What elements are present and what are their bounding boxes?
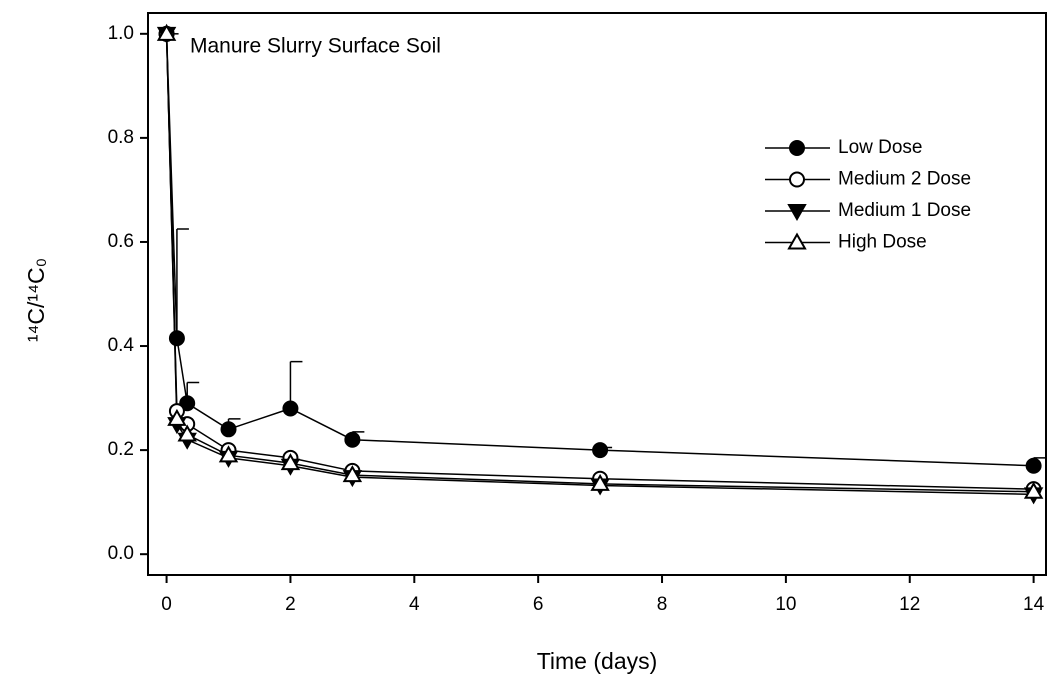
x-tick-label: 2 xyxy=(285,594,296,615)
data-point xyxy=(179,395,196,412)
data-point xyxy=(220,421,237,438)
error-bar xyxy=(176,228,189,339)
legend-label: Medium 2 Dose xyxy=(838,169,971,190)
annotation: Manure Slurry Surface Soil xyxy=(190,35,441,58)
y-tick-label: 0.4 xyxy=(108,335,135,356)
x-axis-label: Time (days) xyxy=(537,648,658,674)
data-point xyxy=(282,400,299,417)
data-point xyxy=(1023,481,1044,499)
data-point xyxy=(344,431,361,448)
legend-label: Low Dose xyxy=(838,137,923,158)
y-tick-label: 1.0 xyxy=(108,23,134,44)
legend-label: Medium 1 Dose xyxy=(838,200,971,221)
data-point xyxy=(167,408,187,426)
x-tick-label: 4 xyxy=(409,594,420,615)
series-line xyxy=(165,33,1034,467)
x-tick-label: 14 xyxy=(1023,594,1045,615)
legend-marker xyxy=(787,204,807,222)
data-point xyxy=(168,330,185,347)
x-tick-label: 8 xyxy=(657,594,668,615)
legend-marker xyxy=(789,171,805,188)
y-tick-label: 0.2 xyxy=(108,439,134,460)
x-tick-label: 6 xyxy=(533,594,544,615)
legend-marker xyxy=(789,140,805,156)
series-line xyxy=(165,33,1034,490)
data-point xyxy=(218,445,239,463)
data-point xyxy=(342,465,363,483)
series-line xyxy=(165,33,1034,493)
data-point xyxy=(280,453,301,471)
y-tick-label: 0.6 xyxy=(108,231,134,252)
legend-marker xyxy=(787,232,807,250)
plot-frame xyxy=(147,12,1047,576)
x-tick-label: 10 xyxy=(775,594,796,615)
data-point xyxy=(590,473,610,491)
series-line xyxy=(165,33,1034,496)
y-axis-label: ¹⁴C/¹⁴C₀ xyxy=(23,258,49,342)
y-tick-label: 0.0 xyxy=(108,543,134,564)
data-point xyxy=(592,442,609,459)
data-point xyxy=(177,424,197,442)
y-tick-label: 0.8 xyxy=(108,127,134,148)
data-point xyxy=(156,23,177,41)
data-point xyxy=(1025,457,1042,474)
legend-label: High Dose xyxy=(838,232,927,253)
x-tick-label: 12 xyxy=(899,594,920,615)
x-tick-label: 0 xyxy=(161,594,172,615)
